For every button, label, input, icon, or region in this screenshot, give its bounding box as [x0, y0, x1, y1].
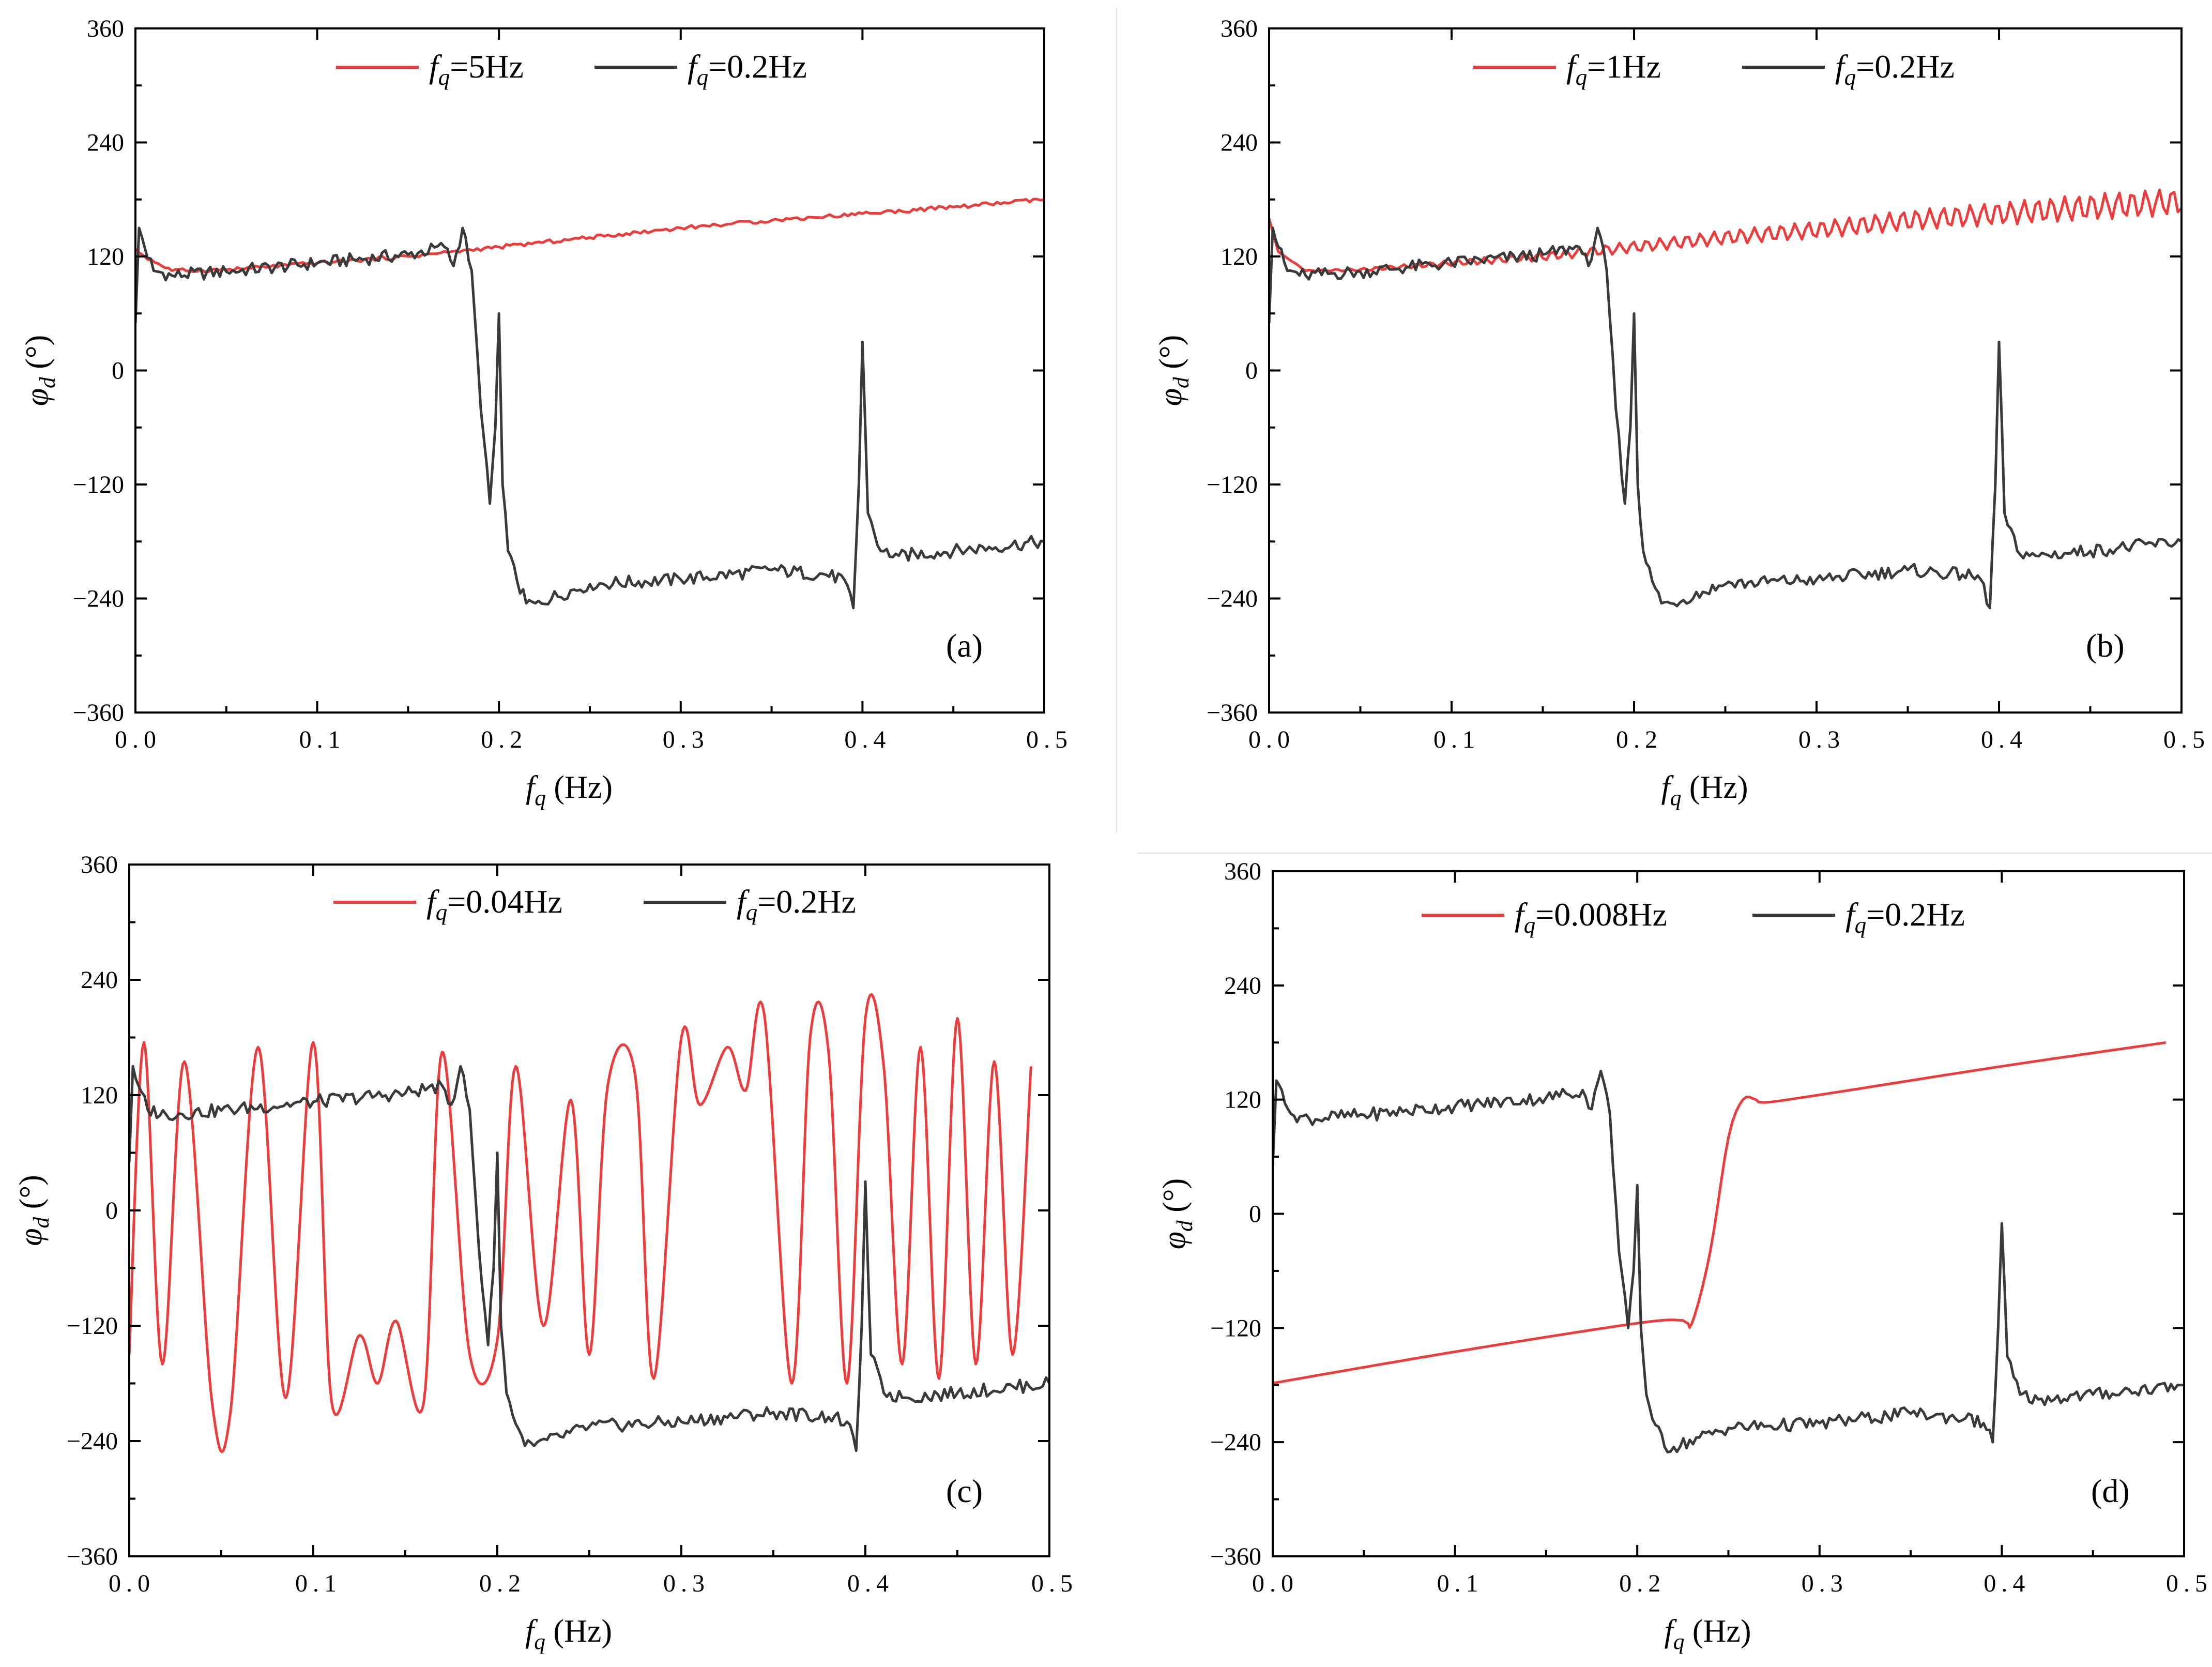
series-line-black [1273, 1070, 2184, 1454]
plot-frame [1268, 27, 2183, 714]
series-line-black [135, 226, 1044, 610]
legend-entry: fq=5Hz [429, 48, 524, 90]
y-tick-label: 240 [87, 129, 124, 157]
y-tick-label: 240 [81, 966, 118, 994]
y-tick-label: 360 [87, 15, 124, 42]
x-tick-label: 0.4 [844, 726, 891, 753]
y-tick-label: 120 [1224, 1086, 1261, 1114]
x-tick-label: 0.3 [663, 1570, 710, 1597]
y-tick-label: 240 [1221, 129, 1258, 157]
x-tick-label: 0.3 [1802, 1570, 1848, 1597]
y-tick-label: −120 [1210, 1314, 1261, 1342]
legend-entry: fq=0.2Hz [688, 48, 807, 90]
chart-panel-d: −360 −240 −120 0 120 240 360 0.0 0.1 0.2 0.3 0.4 0.5… [1157, 858, 2212, 1654]
x-tick-label: 0.2 [1619, 1570, 1666, 1597]
panel-label: (a) [946, 627, 983, 664]
x-tick-label: 0.5 [1031, 1570, 1078, 1597]
series-line-black [129, 1065, 1049, 1452]
y-tick-label: 120 [81, 1082, 118, 1109]
y-tick-label: 0 [105, 1197, 118, 1224]
x-tick-label: 0.3 [663, 726, 709, 753]
y-axis-label: φd (°) [1157, 1178, 1197, 1250]
y-tick-label: −240 [1207, 585, 1258, 613]
y-tick-label: 360 [1221, 15, 1258, 42]
x-tick-label: 0.0 [1252, 1570, 1299, 1597]
y-axis-label: φd (°) [20, 335, 60, 406]
y-tick-label: −360 [1207, 699, 1258, 726]
y-tick-label: 0 [1245, 357, 1258, 385]
y-tick-label: 0 [112, 357, 124, 385]
y-tick-label: −360 [67, 1543, 118, 1570]
y-tick-label: −240 [67, 1428, 118, 1455]
y-tick-label: −120 [73, 471, 124, 498]
plot-frame [1272, 870, 2185, 1557]
x-tick-label: 0.5 [2166, 1570, 2212, 1597]
x-tick-label: 0.3 [1798, 726, 1845, 753]
x-tick-label: 0.5 [2163, 726, 2210, 753]
x-tick-label: 0.2 [479, 1570, 526, 1597]
x-tick-label: 0.4 [1984, 1570, 2030, 1597]
plot-frame [134, 27, 1045, 714]
x-tick-label: 0.1 [1437, 1570, 1484, 1597]
x-tick-label: 0.2 [481, 726, 527, 753]
y-tick-label: −360 [1210, 1543, 1261, 1570]
y-tick-label: −240 [73, 585, 124, 613]
series-line-red [1273, 1041, 2167, 1385]
legend-entry: fq=0.04Hz [426, 883, 562, 925]
x-axis-label: fq (Hz) [1661, 770, 1748, 810]
x-tick-label: 0.0 [115, 726, 161, 753]
legend-entry: fq=0.2Hz [1845, 896, 1965, 938]
panel-label: (c) [946, 1473, 983, 1509]
y-tick-label: −240 [1210, 1429, 1261, 1456]
y-tick-label: 0 [1249, 1201, 1261, 1228]
legend-entry: fq=0.008Hz [1515, 896, 1667, 938]
x-tick-label: 0.1 [295, 1570, 342, 1597]
panel-label: (d) [2091, 1473, 2130, 1509]
series-line-red [129, 993, 1032, 1453]
y-tick-label: 120 [87, 243, 124, 270]
legend-entry: fq=0.2Hz [1835, 48, 1955, 90]
x-tick-label: 0.4 [847, 1570, 894, 1597]
panel-label: (b) [2086, 627, 2125, 664]
y-tick-label: 360 [1224, 858, 1261, 885]
y-tick-label: −120 [67, 1312, 118, 1340]
x-tick-label: 0.1 [299, 726, 346, 753]
chart-panel-a: −360 −240 −120 0 120 240 360 0.0 0.1 0.2 0.3 0.4 0.5… [20, 15, 1073, 810]
x-tick-label: 0.5 [1026, 726, 1073, 753]
series-line-red [135, 198, 1044, 274]
x-tick-label: 0.4 [1981, 726, 2027, 753]
x-axis-label: fq (Hz) [526, 770, 613, 810]
chart-panel-c: −360 −240 −120 0 120 240 360 0.0 0.1 0.2 0.3 0.4 0.5… [13, 851, 1078, 1654]
y-tick-label: 240 [1224, 972, 1261, 999]
y-axis-label: φd (°) [13, 1175, 54, 1246]
x-tick-label: 0.2 [1616, 726, 1662, 753]
series-line-black [1269, 226, 2182, 610]
y-tick-label: 120 [1221, 243, 1258, 270]
x-axis-label: fq (Hz) [1664, 1614, 1751, 1654]
y-tick-label: 360 [81, 851, 118, 878]
y-axis-label: φd (°) [1153, 335, 1194, 406]
legend-entry: fq=1Hz [1566, 48, 1661, 90]
x-tick-label: 0.0 [1248, 726, 1295, 753]
legend-entry: fq=0.2Hz [737, 883, 856, 925]
x-tick-label: 0.0 [109, 1570, 155, 1597]
series-line-red [1269, 188, 2182, 273]
x-axis-label: fq (Hz) [525, 1614, 612, 1654]
x-tick-label: 0.1 [1433, 726, 1480, 753]
chart-panel-b: −360 −240 −120 0 120 240 360 0.0 0.1 0.2 0.3 0.4 0.5… [1153, 15, 2210, 810]
y-tick-label: −360 [73, 699, 124, 726]
y-tick-label: −120 [1207, 471, 1258, 498]
